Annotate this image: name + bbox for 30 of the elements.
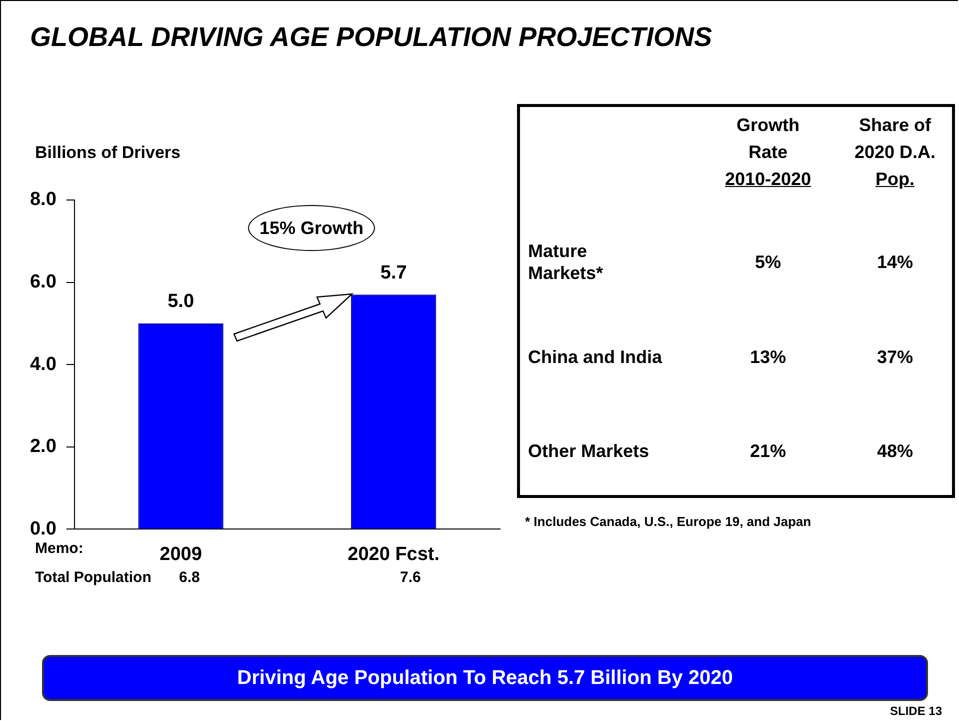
text: China and India	[528, 346, 662, 368]
text: Driving Age Population To Reach 5.7 Billion By 2020	[42, 655, 928, 701]
text: SLIDE 13	[890, 704, 942, 718]
y-tick-label: 6.0	[30, 272, 56, 293]
text: 5%	[754, 251, 782, 273]
text: 48%	[876, 440, 914, 462]
data-label: 5.0	[168, 291, 194, 312]
text: 7.6	[400, 569, 421, 586]
text: 21%	[748, 440, 788, 462]
y-tick-label: 2.0	[30, 436, 56, 458]
ellipse-callout: 15% Growth	[248, 205, 375, 251]
y-tick-label: 0.0	[30, 518, 56, 540]
text: Memo:	[35, 540, 84, 557]
x-tick-label: 2020 Fcst.	[348, 544, 440, 565]
x-tick-label: 2009	[160, 544, 202, 565]
chart-title: GLOBAL DRIVING AGE POPULATION PROJECTIONS	[30, 22, 712, 53]
y-tick-label: 4.0	[30, 354, 56, 375]
text: Mature Markets*	[528, 240, 604, 284]
text: 13%	[748, 346, 788, 368]
data-label: 5.7	[380, 262, 407, 284]
text: Total Population	[35, 569, 152, 586]
text: Share of 2020 D.A. Pop.	[853, 114, 937, 191]
text: Growth Rate 2010-2020	[724, 114, 812, 191]
text: 14%	[876, 251, 914, 273]
text: * Includes Canada, U.S., Europe 19, and Japan	[525, 514, 812, 529]
y-tick-label: 8.0	[30, 189, 56, 210]
y-axis-title: Billions of Drivers	[35, 143, 180, 163]
text: 6.8	[179, 569, 200, 586]
text: 37%	[876, 346, 914, 368]
text: Other Markets	[528, 440, 650, 462]
